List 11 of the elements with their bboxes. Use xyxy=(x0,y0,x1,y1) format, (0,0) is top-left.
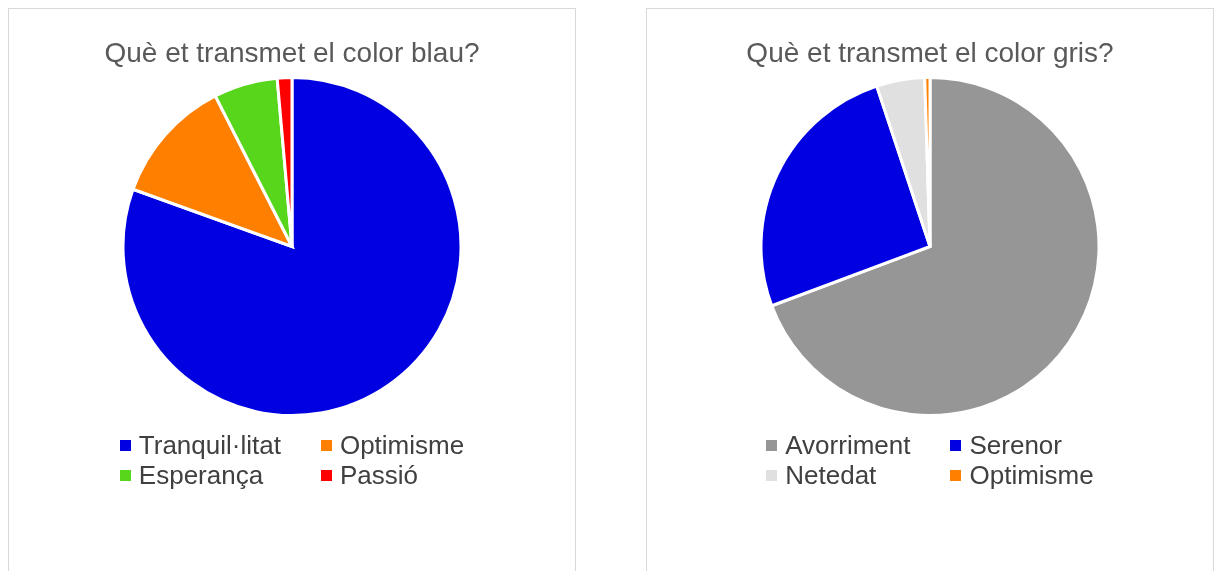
legend-label: Passió xyxy=(339,460,418,490)
chart-title: Què et transmet el color blau? xyxy=(103,37,481,69)
legend-label: Esperança xyxy=(138,460,264,490)
legend-label: Avorriment xyxy=(785,430,911,460)
legend-label: Tranquil·litat xyxy=(138,430,281,460)
chart-title: Què et transmet el color gris? xyxy=(745,37,1115,69)
legend-label: Netedat xyxy=(785,460,877,490)
legend-label: Serenor xyxy=(969,430,1062,460)
legend-label: Optimisme xyxy=(339,430,465,460)
legend-label: Optimisme xyxy=(969,460,1094,490)
pie-slice xyxy=(121,76,463,417)
